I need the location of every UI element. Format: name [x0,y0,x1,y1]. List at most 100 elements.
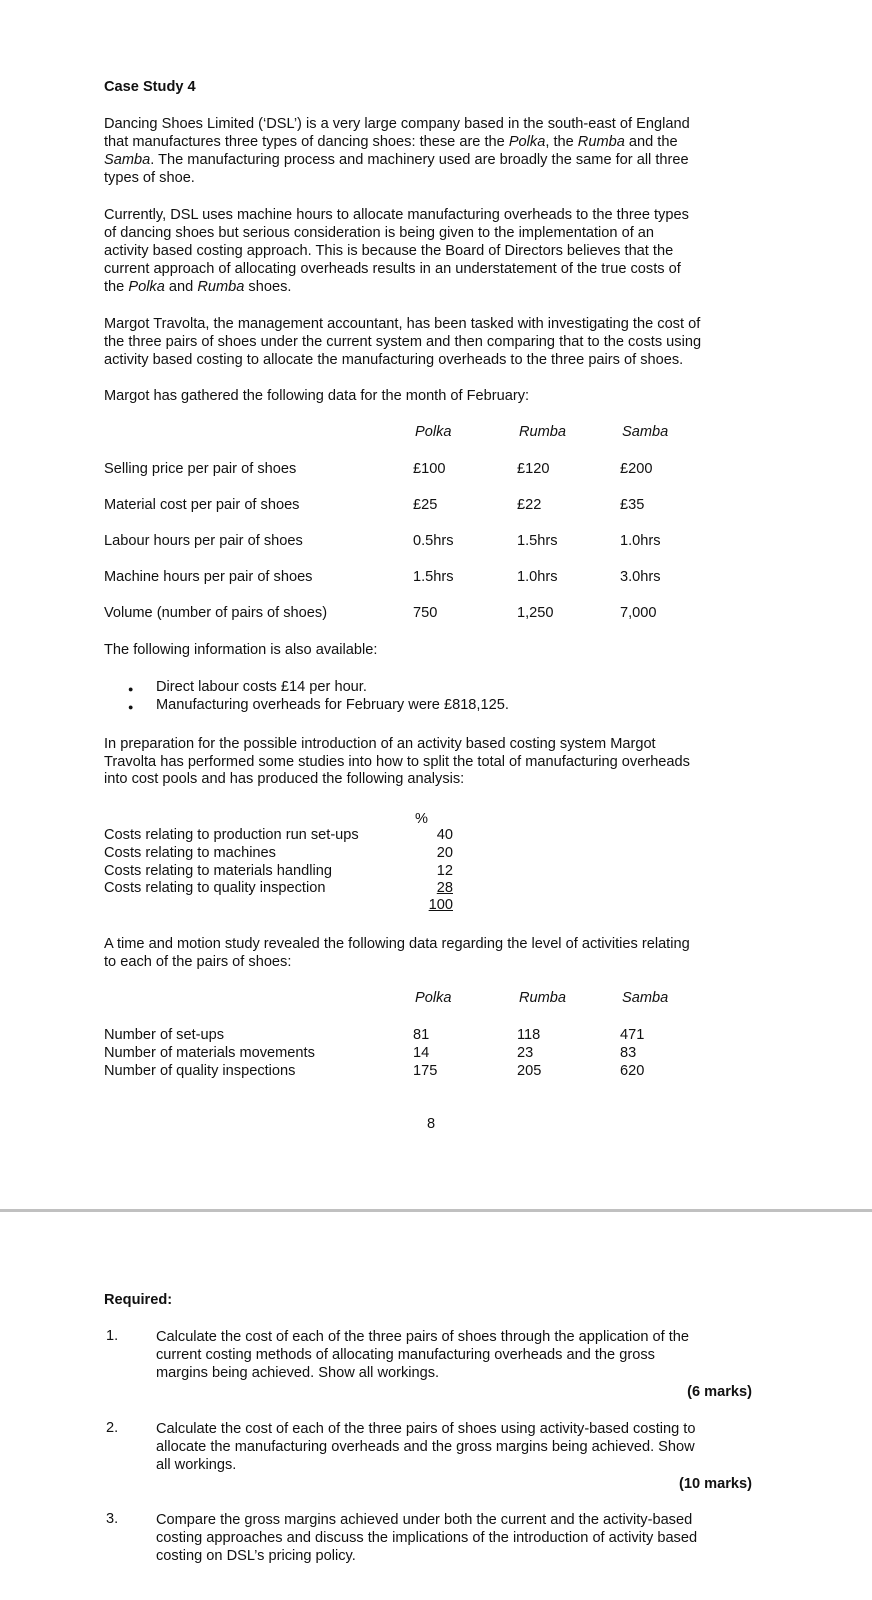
question-marks: (10 marks) [678,1476,752,1492]
paragraph-line: into cost pools and has produced the fol… [104,771,465,787]
cell-value: £200 [620,461,653,477]
text-segment: current approach of allocating overheads… [104,261,681,277]
column-header: Polka [415,990,452,1006]
question-line: costing approaches and discuss the impli… [156,1530,698,1546]
text-segment: Margot Travolta, the management accounta… [104,316,701,332]
cell-value: 1.5hrs [413,569,454,585]
paragraph-line: Dancing Shoes Limited (‘DSL’) is a very … [104,115,690,133]
cell-value: £120 [517,461,550,477]
question-line: Calculate the cost of each of the three … [156,1329,690,1345]
text-segment: Currently, DSL uses machine hours to all… [104,207,689,223]
text-segment: , the [545,134,578,150]
row-label: Labour hours per pair of shoes [104,533,303,549]
paragraph-line: A time and motion study revealed the fol… [104,936,690,952]
cell-value: 118 [517,1027,541,1043]
text-segment: that manufactures three types of dancing… [104,134,509,150]
cell-value: 23 [517,1044,534,1061]
row-label: Material cost per pair of shoes [104,497,300,513]
intro-paragraph: Margot Travolta, the management accounta… [104,315,701,369]
bullet-text: Manufacturing overheads for February wer… [156,697,509,713]
cell-value: 7,000 [620,605,657,621]
pool-percent: 40 [436,827,453,843]
bullet-icon: ● [128,684,134,694]
bullet-text: Direct labour costs £14 per hour. [156,679,367,695]
cell-value: 1,250 [517,605,554,621]
paragraph-line: activity based costing approach. This is… [104,242,689,260]
row-label: Machine hours per pair of shoes [104,569,313,585]
cell-value: 83 [620,1044,637,1061]
cell-value: 1.0hrs [620,533,661,549]
row-label: Number of materials movements [104,1044,315,1061]
text-segment: of dancing shoes but serious considerati… [104,225,655,241]
gathered-label: Margot has gathered the following data f… [104,388,530,404]
cell-value: 471 [620,1027,645,1043]
question-text: Compare the gross margins achieved under… [156,1511,697,1565]
page-number: 8 [427,1116,436,1132]
paragraph-line: that manufactures three types of dancing… [104,133,690,151]
column-header: Samba [622,424,669,440]
text-segment: Polka [128,279,165,295]
pool-label: Costs relating to machines [104,844,276,861]
cell-value: 175 [413,1062,438,1079]
cell-value: 620 [620,1062,645,1079]
question-line: costing on DSL’s pricing policy. [156,1548,356,1564]
question-line: Compare the gross margins achieved under… [156,1512,693,1528]
paragraph-line: to each of the pairs of shoes: [104,954,292,970]
text-segment: activity based costing to allocate the m… [104,352,684,368]
time-motion-paragraph: A time and motion study revealed the fol… [104,935,690,971]
preparation-paragraph: In preparation for the possible introduc… [104,736,690,789]
case-study-title: Case Study 4 [104,79,196,95]
pool-label: Costs relating to production run set-ups [104,827,359,843]
row-label: Number of quality inspections [104,1062,296,1079]
pool-percent: 12 [436,862,453,879]
text-segment: and [164,279,198,295]
row-label: Selling price per pair of shoes [104,461,297,477]
percent-header: % [415,811,428,827]
intro-paragraph: Currently, DSL uses machine hours to all… [104,206,689,296]
paragraph-line: activity based costing to allocate the m… [104,351,701,369]
cell-value: £25 [413,497,438,513]
question-number: 1. [106,1328,119,1344]
question-line: all workings. [156,1457,237,1473]
paragraph-line: of dancing shoes but serious considerati… [104,224,689,242]
question-text: Calculate the cost of each of the three … [156,1328,689,1382]
paragraph-line: the Polka and Rumba shoes. [104,278,689,296]
column-header: Polka [415,424,452,440]
intro-paragraph: Dancing Shoes Limited (‘DSL’) is a very … [104,115,690,187]
paragraph-line: the three pairs of shoes under the curre… [104,333,701,351]
cell-value: 14 [413,1044,430,1061]
column-header: Rumba [519,424,567,440]
pool-total: 100 [428,897,453,913]
paragraph-line: Margot Travolta, the management accounta… [104,315,701,333]
text-segment: and the [624,134,678,150]
cell-value: 0.5hrs [413,533,454,549]
text-segment: types of shoe. [104,170,195,186]
question-text: Calculate the cost of each of the three … [156,1420,695,1474]
cell-value: £22 [517,497,542,513]
page-divider [0,1209,872,1212]
row-label: Number of set-ups [104,1027,225,1043]
question-number: 2. [106,1420,119,1436]
row-label: Volume (number of pairs of shoes) [104,605,328,621]
cell-value: 1.5hrs [517,533,558,549]
text-segment: . The manufacturing process and machiner… [150,152,689,168]
pool-label: Costs relating to materials handling [104,862,332,879]
cell-value: £100 [413,461,446,477]
text-segment: Polka [508,134,546,150]
paragraph-line: types of shoe. [104,169,690,187]
paragraph-line: Currently, DSL uses machine hours to all… [104,206,689,224]
cell-value: £35 [620,497,645,513]
question-number: 3. [106,1511,119,1527]
cell-value: 81 [413,1027,430,1043]
text-segment: Samba [104,152,151,168]
question-line: current costing methods of allocating ma… [156,1347,655,1363]
question-line: Calculate the cost of each of the three … [156,1421,696,1437]
also-available-label: The following information is also availa… [104,642,378,658]
paragraph-line: In preparation for the possible introduc… [104,736,656,752]
required-label: Required: [104,1292,173,1308]
bullet-icon: ● [128,702,134,712]
text-segment: activity based costing approach. This is… [104,243,674,259]
pool-percent: 28 [436,880,453,897]
cell-value: 205 [517,1062,542,1079]
question-line: allocate the manufacturing overheads and… [156,1439,695,1455]
